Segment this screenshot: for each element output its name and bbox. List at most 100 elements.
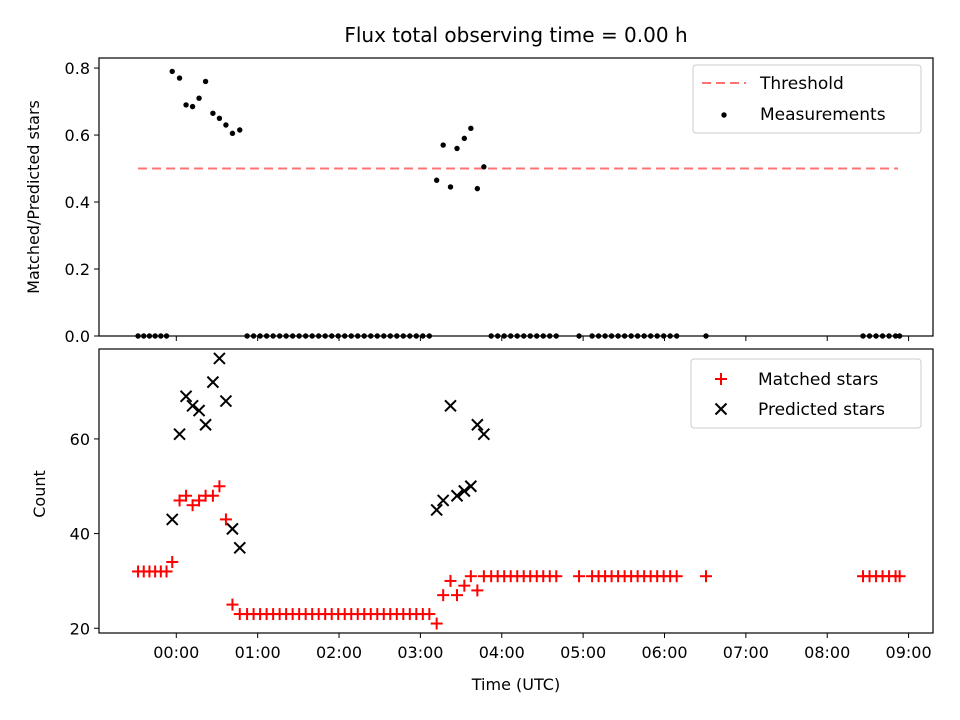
- x-stroke-b: [477, 427, 491, 441]
- measurement-point: [703, 333, 709, 339]
- predicted-point: [199, 418, 212, 431]
- measurement-point: [621, 333, 628, 339]
- measurement-point: [673, 333, 680, 339]
- x-stroke-b: [430, 503, 443, 517]
- predicted-point: [226, 522, 239, 536]
- matched-point: [451, 589, 464, 602]
- matched-point: [573, 570, 586, 583]
- measurement-point: [474, 185, 481, 192]
- matched-point: [471, 584, 484, 597]
- x-tick-label: 01:00: [235, 643, 281, 662]
- measurement-point: [494, 333, 501, 339]
- measurement-point: [283, 333, 289, 339]
- x-axis-label: Time (UTC): [471, 675, 560, 694]
- measurement-point: [420, 333, 426, 339]
- predicted-point: [166, 513, 179, 526]
- legend-threshold-label: Threshold: [759, 74, 844, 94]
- y-tick-label: 0.2: [65, 260, 90, 279]
- predicted-point: [477, 427, 491, 441]
- predicted-point: [436, 494, 450, 507]
- x-tick-label: 05:00: [560, 643, 606, 662]
- x-stroke-b: [464, 480, 478, 493]
- measurement-point: [176, 75, 183, 81]
- predicted-point: [444, 399, 457, 413]
- top-subplot: 0.00.20.40.60.8 Matched/Predicted stars …: [24, 57, 934, 346]
- x-stroke-b: [219, 394, 233, 408]
- measurement-point: [296, 333, 302, 339]
- top-legend: Threshold Measurements: [692, 64, 922, 134]
- legend-measurements-label: Measurements: [760, 105, 886, 125]
- x-stroke-b: [233, 541, 246, 555]
- measurement-point: [468, 125, 474, 132]
- measurement-point: [250, 333, 257, 339]
- x-tick-label: 08:00: [804, 643, 850, 662]
- measurement-point: [158, 333, 164, 339]
- bottom-x-axis: 00:00 01:00 02:00 03:00 04:00 05:00 06:00 07:00…: [153, 633, 932, 662]
- legend-plus-marker: [715, 373, 727, 385]
- bottom-legend-box: [690, 358, 922, 429]
- predicted-stars-series: [166, 352, 491, 555]
- measurement-point: [879, 333, 886, 339]
- measurements-series: [135, 68, 903, 339]
- matched-point: [193, 494, 206, 507]
- top-legend-box: [692, 64, 922, 134]
- measurement-point: [501, 333, 507, 339]
- x-stroke-b: [179, 390, 193, 403]
- y-tick-label: 20: [70, 619, 90, 638]
- measurement-point: [289, 333, 296, 339]
- measurement-point: [223, 122, 229, 128]
- x-stroke-b: [192, 404, 206, 417]
- predicted-point: [206, 375, 220, 389]
- measurement-point: [641, 333, 647, 339]
- measurement-point: [309, 333, 315, 339]
- bottom-legend: Matched stars Predicted stars: [690, 358, 922, 429]
- bottom-plot-frame: [98, 348, 934, 634]
- x-stroke-b: [436, 494, 450, 507]
- measurement-point: [595, 333, 602, 339]
- matched-point: [699, 570, 712, 583]
- x-tick-label: 06:00: [641, 643, 687, 662]
- measurement-point: [315, 333, 322, 339]
- measurement-point: [229, 130, 236, 137]
- bottom-y-axis-label: Count: [30, 470, 49, 518]
- measurement-point: [660, 333, 667, 339]
- bottom-y-axis: 20 40 60: [70, 430, 99, 638]
- measurement-point: [374, 333, 380, 339]
- y-tick-label: 0.0: [65, 327, 90, 346]
- chart-title: Flux total observing time = 0.00 h: [344, 23, 687, 47]
- measurement-point: [387, 333, 393, 339]
- measurement-point: [576, 333, 582, 339]
- measurement-point: [329, 333, 335, 339]
- measurement-point: [237, 127, 243, 133]
- y-tick-label: 0.6: [65, 126, 90, 145]
- measurement-point: [667, 333, 673, 339]
- predicted-point: [213, 352, 226, 365]
- measurement-point: [426, 333, 433, 339]
- measurement-point: [433, 177, 440, 183]
- measurement-point: [400, 333, 407, 339]
- y-tick-label: 60: [70, 430, 90, 449]
- measurement-point: [407, 333, 413, 339]
- measurement-point: [521, 333, 527, 339]
- measurement-point: [196, 95, 202, 101]
- measurement-point: [216, 115, 223, 121]
- matched-point: [437, 589, 450, 602]
- measurement-point: [508, 333, 514, 339]
- x-tick-label: 03:00: [397, 643, 443, 662]
- predicted-point: [173, 427, 186, 441]
- x-stroke-b: [199, 418, 212, 431]
- matched-point: [464, 570, 477, 583]
- x-tick-label: 02:00: [316, 643, 362, 662]
- y-tick-label: 0.8: [65, 59, 90, 78]
- x-stroke-b: [450, 489, 464, 502]
- predicted-point: [450, 489, 464, 502]
- matched-point: [166, 556, 179, 568]
- predicted-point: [458, 484, 471, 498]
- measurement-point: [335, 333, 341, 339]
- measurement-point: [440, 142, 446, 148]
- measurement-point: [355, 333, 361, 339]
- legend-x-marker: [714, 402, 728, 416]
- top-y-axis: 0.0 0.2 0.4 0.6 0.8: [65, 59, 99, 346]
- legend-matched-swatch: [715, 373, 727, 385]
- x-stroke-b: [444, 399, 457, 413]
